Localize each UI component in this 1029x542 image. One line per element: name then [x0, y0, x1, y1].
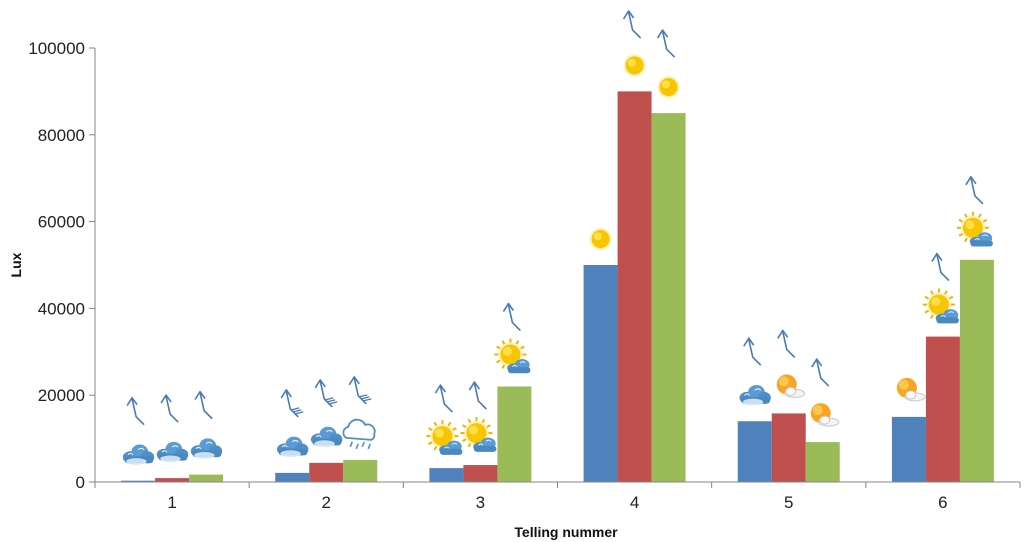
axes	[94, 48, 1020, 483]
cloud-icon	[190, 438, 223, 459]
wind-arrow-strong-icon	[280, 389, 304, 418]
sun-icon	[623, 54, 646, 77]
wind-arrow-strong-icon	[348, 376, 372, 405]
y-tick-label: 40000	[38, 299, 85, 318]
y-tick-label: 20000	[38, 386, 85, 405]
sun-behind-cloud-icon	[494, 338, 531, 374]
sun-icon	[657, 76, 680, 99]
wind-arrow-icon	[468, 381, 487, 410]
x-tick-label: 4	[630, 493, 639, 512]
bar	[309, 462, 344, 482]
y-tick-label: 0	[76, 473, 85, 492]
bar	[155, 478, 190, 482]
bar	[275, 472, 310, 482]
weather-icons	[122, 10, 993, 465]
bar	[497, 386, 532, 482]
y-tick-label: 60000	[38, 213, 85, 232]
wind-arrow-icon	[126, 396, 145, 426]
wind-arrow-icon	[502, 302, 521, 332]
wind-arrow-icon	[160, 394, 179, 423]
bar	[651, 113, 686, 482]
wind-arrow-icon	[777, 329, 796, 358]
sun-behind-cloud-icon	[922, 288, 959, 324]
x-tick-label: 1	[167, 493, 176, 512]
y-tick-label: 100000	[28, 39, 85, 58]
sun-behind-cloud-icon	[460, 417, 497, 452]
bar	[189, 474, 224, 482]
bar	[121, 480, 156, 482]
wind-arrow-icon	[434, 384, 453, 413]
cloud-icon	[739, 385, 771, 406]
cloud-icon	[276, 436, 309, 458]
bar	[925, 336, 960, 482]
bar	[805, 442, 840, 482]
cloud-icon	[310, 426, 343, 448]
bar-group	[121, 91, 994, 483]
bar	[463, 465, 498, 482]
y-axis-title: Lux	[8, 252, 24, 277]
x-tick-label: 2	[322, 493, 331, 512]
wind-arrow-icon	[811, 358, 830, 387]
bar	[771, 413, 806, 482]
x-axis-ticks: 1 2 3 4 5 6	[94, 482, 1021, 512]
sun-small-cloud-icon	[776, 374, 806, 398]
cloud-icon	[122, 444, 155, 465]
rain-cloud-icon	[342, 418, 376, 450]
y-axis-ticks: 0 20000 40000 60000 80000 100000	[28, 39, 95, 492]
sun-behind-cloud-icon	[426, 420, 463, 455]
wind-arrow-icon	[656, 29, 676, 58]
cloud-icon	[156, 441, 189, 463]
bar	[429, 468, 464, 482]
wind-arrow-icon	[622, 10, 642, 39]
bar	[959, 259, 994, 482]
sun-small-cloud-icon	[810, 403, 840, 427]
bar	[583, 265, 618, 482]
sun-small-cloud-icon	[896, 377, 926, 402]
sun-icon	[589, 228, 612, 250]
y-tick-label: 80000	[38, 126, 85, 145]
wind-arrow-icon	[931, 252, 950, 282]
x-tick-label: 6	[938, 493, 947, 512]
bar	[343, 459, 378, 482]
wind-arrow-strong-icon	[314, 379, 338, 408]
bar	[617, 91, 652, 483]
wind-arrow-icon	[743, 337, 762, 366]
wind-arrow-icon	[965, 175, 984, 205]
x-tick-label: 5	[784, 493, 793, 512]
x-axis-title: Telling nummer	[514, 524, 618, 540]
bar	[891, 416, 926, 482]
wind-arrow-icon	[194, 390, 213, 420]
x-tick-label: 3	[476, 493, 485, 512]
sun-behind-cloud-icon	[956, 211, 993, 247]
bar	[737, 421, 772, 482]
